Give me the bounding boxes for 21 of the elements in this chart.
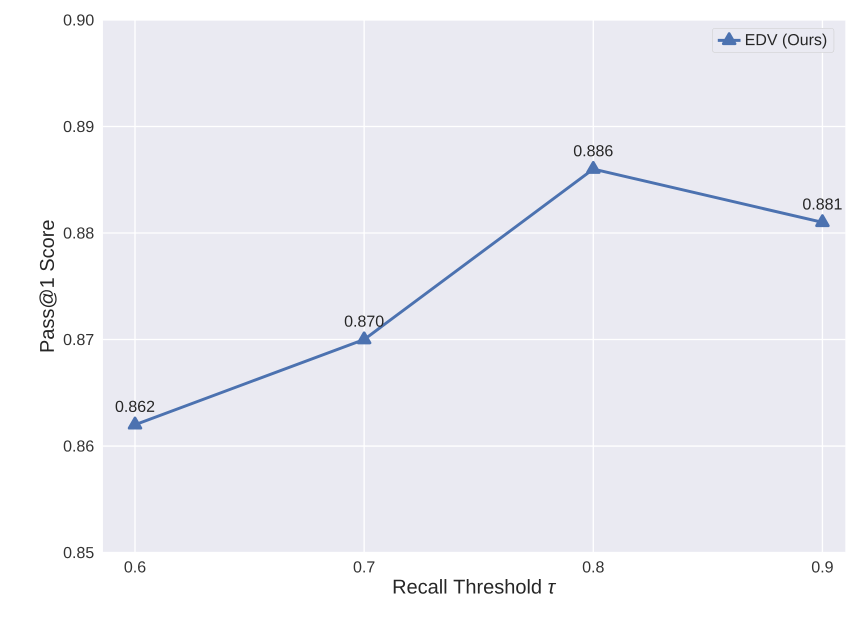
y-tick-label: 0.85 xyxy=(64,547,94,558)
y-tick-label: 0.87 xyxy=(64,334,94,346)
point xyxy=(815,214,830,228)
y-tick-label: 0.88 xyxy=(64,228,94,239)
y-tick-label: 0.90 xyxy=(64,14,94,26)
data-label: 0.870 xyxy=(344,316,384,328)
y-tick-label: 0.89 xyxy=(64,121,94,132)
data-label: 0.862 xyxy=(116,400,154,412)
x-tick-label: 0.9 xyxy=(812,562,833,573)
point xyxy=(586,161,601,174)
y-axis-title: Pass@1 Score xyxy=(39,220,57,352)
point xyxy=(128,416,142,430)
data-label: 0.881 xyxy=(803,198,842,210)
x-tick-label: 0.7 xyxy=(354,562,374,573)
x-tick-label: 0.8 xyxy=(582,562,604,573)
x-tick-label: 0.6 xyxy=(124,562,146,573)
point xyxy=(356,332,372,345)
data-label: 0.886 xyxy=(574,145,613,157)
y-tick-label: 0.86 xyxy=(64,440,94,452)
x-axis-title: Recall Threshold τ xyxy=(394,579,556,594)
legend-label: EDV (Ours) xyxy=(746,34,826,49)
